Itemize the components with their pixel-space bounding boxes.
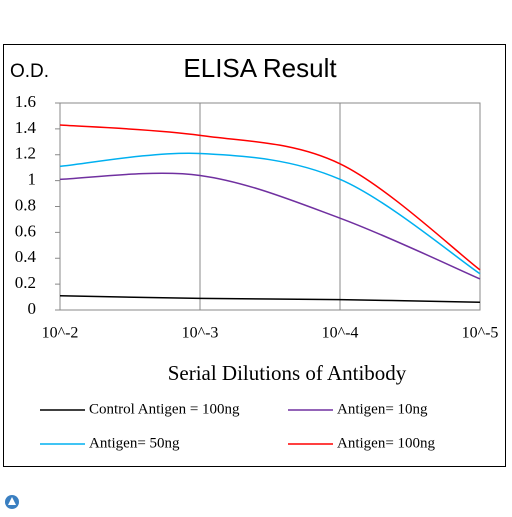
x-axis-label: Serial Dilutions of Antibody: [168, 361, 407, 385]
chart-title: ELISA Result: [183, 53, 337, 83]
y-tick-label: 0.6: [15, 221, 36, 240]
legend-label: Antigen= 100ng: [337, 435, 436, 451]
series-line: [59, 172, 481, 280]
legend-label: Control Antigen = 100ng: [89, 401, 240, 417]
x-tick-label: 10^-3: [182, 325, 219, 342]
x-tick-label: 10^-2: [42, 325, 79, 342]
series-line: [59, 152, 481, 275]
logo: [5, 495, 19, 509]
series-line: [59, 295, 481, 303]
y-tick-label: 0.8: [15, 195, 36, 214]
chart-frame: [3, 44, 506, 467]
x-tick-label: 10^-4: [322, 325, 359, 342]
y-axis-label: O.D.: [10, 61, 49, 82]
series-line: [59, 124, 481, 271]
y-tick-label: 1.4: [15, 118, 37, 137]
y-tick-label: 0.4: [15, 247, 37, 266]
y-tick-label: 1: [28, 170, 37, 189]
y-tick-label: 0: [28, 299, 37, 318]
y-tick-label: 1.2: [15, 144, 36, 163]
legend-label: Antigen= 10ng: [337, 401, 428, 417]
y-tick-label: 0.2: [15, 273, 36, 292]
y-tick-label: 1.6: [15, 92, 36, 111]
legend-label: Antigen= 50ng: [89, 435, 180, 451]
plot-area: [59, 102, 481, 311]
x-tick-label: 10^-5: [462, 325, 499, 342]
